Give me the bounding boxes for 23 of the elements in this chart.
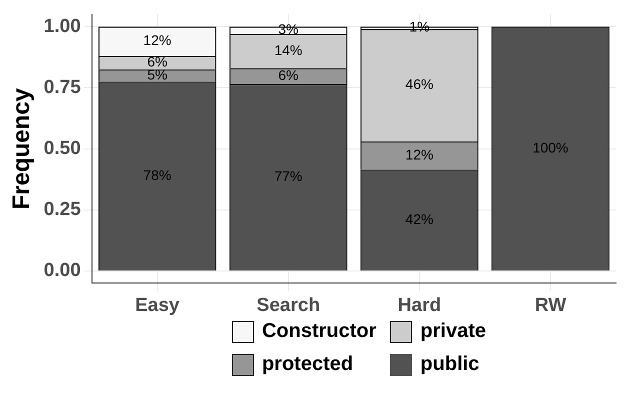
- data-label: 42%: [405, 210, 434, 227]
- legend-label: Constructor: [262, 320, 376, 343]
- legend-label: private: [420, 320, 486, 343]
- y-tick-label: 0.00: [44, 260, 81, 282]
- x-tick-label: Hard: [398, 294, 442, 316]
- y-axis-title: Frequency: [8, 87, 36, 210]
- data-label: 100%: [532, 139, 568, 156]
- data-label: 6%: [278, 66, 298, 83]
- data-label: 12%: [143, 32, 172, 48]
- x-tick-label: Easy: [135, 294, 180, 316]
- data-label: 77%: [274, 168, 302, 184]
- legend-label: protected: [262, 353, 354, 376]
- x-tick-label: RW: [534, 294, 566, 316]
- y-tick-label: 0.75: [44, 76, 82, 98]
- y-tick-label: 1.00: [44, 16, 81, 37]
- data-label: 12%: [405, 146, 434, 162]
- legend-label: public: [420, 353, 480, 376]
- y-tick-label: 0.50: [44, 138, 81, 160]
- y-tick-label: 0.25: [44, 199, 82, 220]
- x-tick-label: Search: [256, 294, 320, 316]
- data-label: 14%: [274, 42, 302, 58]
- data-label: 78%: [143, 166, 172, 183]
- data-label: 46%: [405, 76, 434, 92]
